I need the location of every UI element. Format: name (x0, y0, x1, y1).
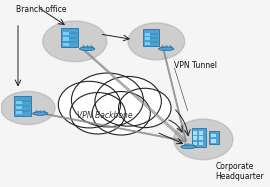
Bar (16, 106, 22, 109)
Bar (193, 137, 197, 140)
Ellipse shape (128, 23, 185, 60)
Bar (145, 33, 150, 36)
Ellipse shape (174, 119, 233, 160)
Bar (63, 37, 69, 41)
Circle shape (58, 81, 121, 128)
FancyBboxPatch shape (14, 96, 31, 116)
Text: VPN Backbone: VPN Backbone (77, 111, 132, 120)
Bar (63, 32, 69, 35)
Ellipse shape (80, 47, 95, 51)
Circle shape (95, 76, 161, 126)
Ellipse shape (33, 112, 48, 115)
FancyBboxPatch shape (143, 29, 159, 46)
Bar (211, 139, 216, 142)
Bar (63, 43, 69, 46)
Bar (145, 42, 150, 45)
Bar (16, 101, 22, 104)
Ellipse shape (158, 47, 174, 51)
Text: VPN Tunnel: VPN Tunnel (174, 61, 217, 70)
Bar (193, 142, 197, 145)
Bar (199, 142, 202, 145)
Bar (210, 131, 219, 144)
Bar (145, 37, 150, 40)
Ellipse shape (1, 91, 55, 125)
Bar (193, 131, 197, 135)
Circle shape (70, 93, 125, 134)
Circle shape (72, 73, 143, 127)
Bar (16, 111, 22, 114)
Bar (199, 137, 202, 140)
Bar (199, 131, 202, 135)
Text: Corporate
Headquarter: Corporate Headquarter (216, 162, 264, 181)
Circle shape (92, 91, 150, 135)
Ellipse shape (181, 145, 196, 149)
Bar (211, 134, 216, 137)
Bar (192, 128, 206, 147)
Text: Branch office: Branch office (15, 5, 66, 14)
FancyBboxPatch shape (61, 28, 78, 47)
Ellipse shape (43, 21, 107, 62)
Circle shape (119, 88, 171, 128)
